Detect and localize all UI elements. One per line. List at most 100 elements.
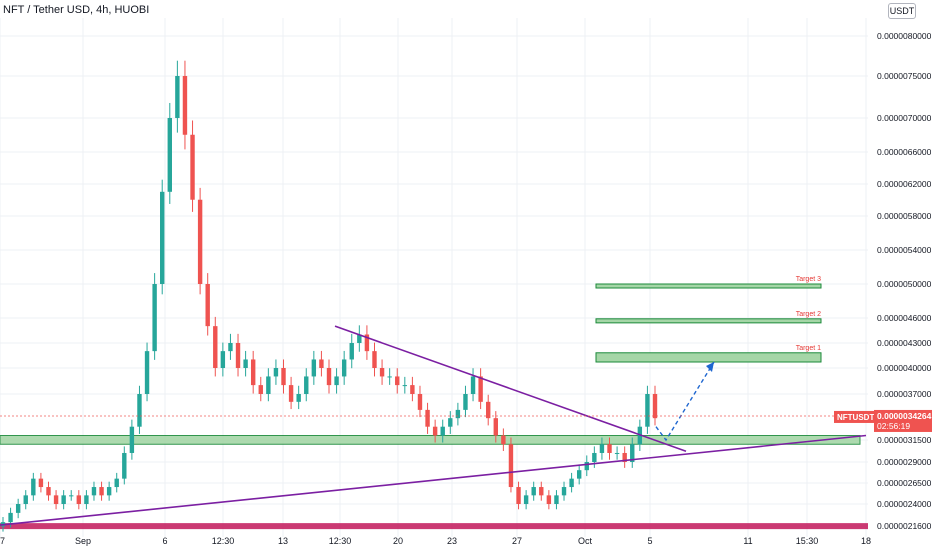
target-label-1: Target 1 [796,345,821,352]
candle-body [417,394,423,410]
candle-body [387,376,392,378]
y-tick-label: 0.0000040000 [877,363,932,373]
candle-body [630,444,635,462]
y-tick-label: 0.0000075000 [877,71,932,81]
candle-body [523,495,529,504]
candle-body [213,326,218,368]
candle-body [410,385,415,394]
price-tag-value-text: 0.0000034264 [877,411,932,421]
x-tick-label: 12:30 [212,536,235,546]
y-tick-label: 0.0000043000 [877,338,932,348]
candle-body [91,487,97,496]
candle-body [364,334,370,352]
currency-badge[interactable]: USDT [888,3,916,19]
y-tick-label: 0.0000026500 [877,478,932,488]
y-tick-label: 0.0000046000 [877,313,932,323]
candle-body [470,376,476,394]
candle-body [205,284,210,327]
price-tag-symbol-text: NFTUSDT [837,413,874,422]
x-tick-label: 13 [278,536,288,546]
candle-body [84,495,89,504]
y-axis: 0.0000080000 0.0000075000 0.0000070000 0.00… [877,31,932,531]
candle-body [448,418,453,427]
candle-body [15,504,21,513]
candle-body [372,351,377,368]
candle-body [326,368,332,386]
target-zone-3 [595,283,822,289]
x-axis: 7 Sep 6 12:30 13 12:30 20 23 27 Oct 5 11 15:30 18 [0,536,871,546]
candle-body [357,334,362,343]
support-band [0,523,868,530]
candle-body [584,462,589,471]
candle-body [614,452,620,454]
candle-body [311,359,317,377]
target-zone-2 [595,318,822,324]
candle-body [250,359,256,386]
price-tag-symbol [834,410,874,423]
candle-body [569,478,574,488]
x-tick-label: Oct [578,536,593,546]
y-tick-label: 0.0000021600 [877,521,932,531]
candle-body [516,487,521,504]
candle-body [160,191,165,284]
candle-body [607,444,612,453]
chart-title: NFT / Tether USD, 4h, HUOBI [3,4,150,16]
candle-body [69,495,74,497]
candle-body [599,444,605,453]
y-tick-label: 0.0000080000 [877,31,932,41]
projection-path [655,361,715,442]
candle-body [129,426,135,453]
candle-body [182,76,188,135]
candle-body [46,487,51,496]
candle-body [228,343,233,352]
candle-body [493,418,498,436]
x-tick-label: 6 [162,536,167,546]
y-tick-label: 0.0000054000 [877,245,932,255]
candle-body [478,376,483,402]
candle-body [76,495,82,504]
candle-body [561,487,567,496]
candle-body [220,351,226,368]
candle-body [266,376,271,394]
candle-body [137,394,142,427]
x-tick-label: 18 [861,536,871,546]
y-tick-label: 0.0000066000 [877,147,932,157]
x-tick-label: 7 [0,536,5,546]
candle-body [175,76,180,118]
candle-body [53,495,59,504]
candle-body [652,394,658,419]
y-tick-label: 0.0000070000 [877,113,932,123]
candle-body [432,426,438,436]
target-zone-1 [595,352,822,363]
y-tick-label: 0.0000031500 [877,435,932,445]
y-tick-label: 0.0000058000 [877,211,932,221]
candle-body [395,376,400,386]
candle-body [379,368,385,377]
candle-body [235,343,241,368]
x-tick-label: 23 [447,536,457,546]
price-tag-value [874,409,932,432]
candle-body [319,359,324,368]
grid-lines [0,18,868,537]
candle-body [258,385,263,394]
price-tag-countdown: 02:56:19 [877,421,910,431]
candle-body [341,359,347,377]
y-tick-label: 0.0000029000 [877,457,932,467]
candle-body [38,478,44,488]
candle-body [288,385,294,402]
candle-body [304,376,309,394]
x-tick-label: 5 [647,536,652,546]
x-tick-label: 27 [512,536,522,546]
target-label-2: Target 2 [796,311,821,318]
candle-body [425,409,430,427]
descending-trendline [334,325,687,452]
candles [0,60,658,532]
candle-body [99,487,104,496]
support-zone [0,434,861,445]
target-label-3: Target 3 [796,276,821,283]
candle-body [576,470,582,479]
candle-body [273,368,279,377]
x-tick-label: 15:30 [796,536,819,546]
candle-body [281,368,286,386]
